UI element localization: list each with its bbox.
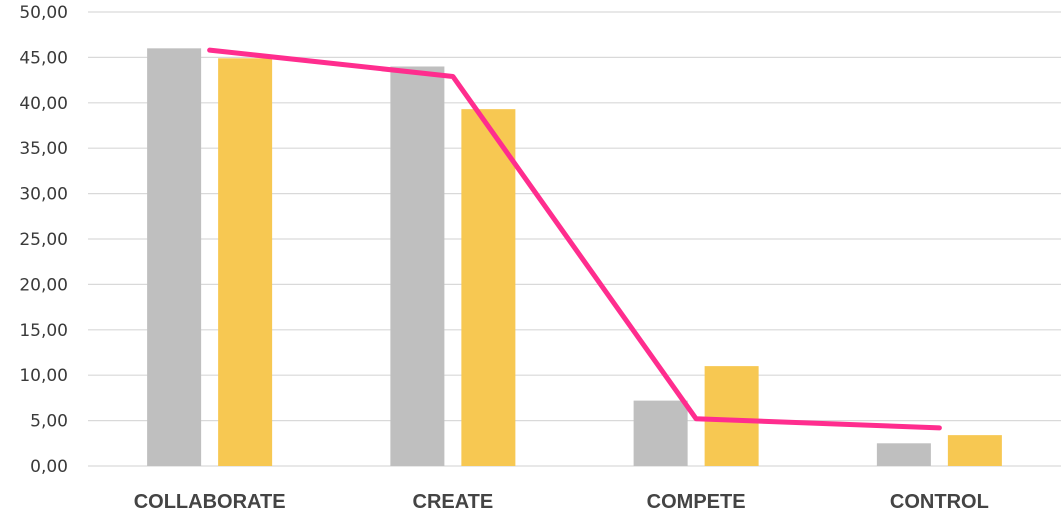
bar [390, 66, 445, 466]
y-tick-label: 0,00 [30, 457, 68, 477]
bar [876, 443, 931, 466]
x-tick-label: CREATE [413, 491, 494, 513]
bar [704, 366, 759, 466]
y-tick-label: 5,00 [30, 412, 68, 432]
x-tick-label: COMPETE [647, 491, 746, 513]
bar [147, 48, 202, 466]
y-tick-label: 40,00 [19, 94, 68, 114]
y-axis-ticks: 0,00 5,00 10,00 15,00 20,00 25,00 30,00 35,00 40… [19, 3, 68, 477]
y-tick-label: 50,00 [19, 3, 68, 23]
bar [633, 400, 688, 466]
y-tick-label: 10,00 [19, 366, 68, 386]
x-axis-ticks: COLLABORATE CREATE COMPETE CONTROL [134, 491, 989, 513]
bars [147, 48, 1002, 467]
y-tick-label: 30,00 [19, 185, 68, 205]
y-tick-label: 15,00 [19, 321, 68, 341]
x-tick-label: CONTROL [890, 491, 989, 513]
line-series [207, 47, 942, 431]
y-tick-label: 20,00 [19, 275, 68, 295]
line-series-path [207, 47, 942, 431]
y-tick-label: 45,00 [19, 48, 68, 68]
bar [218, 58, 273, 467]
x-tick-label: COLLABORATE [134, 491, 286, 513]
bar [947, 435, 1002, 466]
bar [461, 109, 516, 466]
y-tick-label: 25,00 [19, 230, 68, 250]
y-tick-label: 35,00 [19, 139, 68, 159]
